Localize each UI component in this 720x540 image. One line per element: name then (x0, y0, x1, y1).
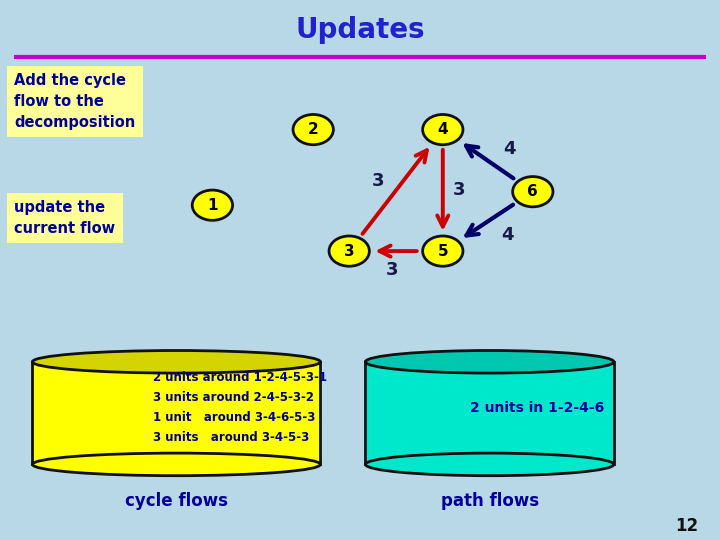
Text: cycle flows: cycle flows (125, 492, 228, 510)
Circle shape (423, 114, 463, 145)
Circle shape (293, 114, 333, 145)
Ellipse shape (32, 350, 320, 373)
Bar (32, 362, 320, 464)
Text: 4: 4 (438, 122, 448, 137)
Circle shape (513, 177, 553, 207)
Ellipse shape (32, 453, 320, 476)
Circle shape (423, 236, 463, 266)
Ellipse shape (366, 350, 613, 373)
Text: 2: 2 (308, 122, 318, 137)
Text: Add the cycle
flow to the
decomposition: Add the cycle flow to the decomposition (14, 73, 135, 130)
Text: 1: 1 (207, 198, 217, 213)
Text: 3: 3 (386, 261, 399, 279)
Text: 3: 3 (344, 244, 354, 259)
Text: 3: 3 (453, 181, 466, 199)
Text: 2 units in 1-2-4-6: 2 units in 1-2-4-6 (469, 401, 604, 415)
Text: 12: 12 (675, 517, 698, 535)
Bar (366, 362, 613, 464)
Circle shape (329, 236, 369, 266)
Ellipse shape (366, 453, 613, 476)
Text: 2 units around 1-2-4-5-3-1
3 units around 2-4-5-3-2
1 unit   around 3-4-6-5-3
3 : 2 units around 1-2-4-5-3-1 3 units aroun… (153, 372, 328, 444)
Text: 4: 4 (503, 139, 516, 158)
Circle shape (192, 190, 233, 220)
Text: update the
current flow: update the current flow (14, 200, 115, 236)
Text: Updates: Updates (295, 16, 425, 44)
Text: 5: 5 (438, 244, 448, 259)
Text: path flows: path flows (441, 492, 539, 510)
Text: 3: 3 (372, 172, 384, 190)
Text: 4: 4 (501, 226, 514, 244)
Text: 6: 6 (528, 184, 538, 199)
